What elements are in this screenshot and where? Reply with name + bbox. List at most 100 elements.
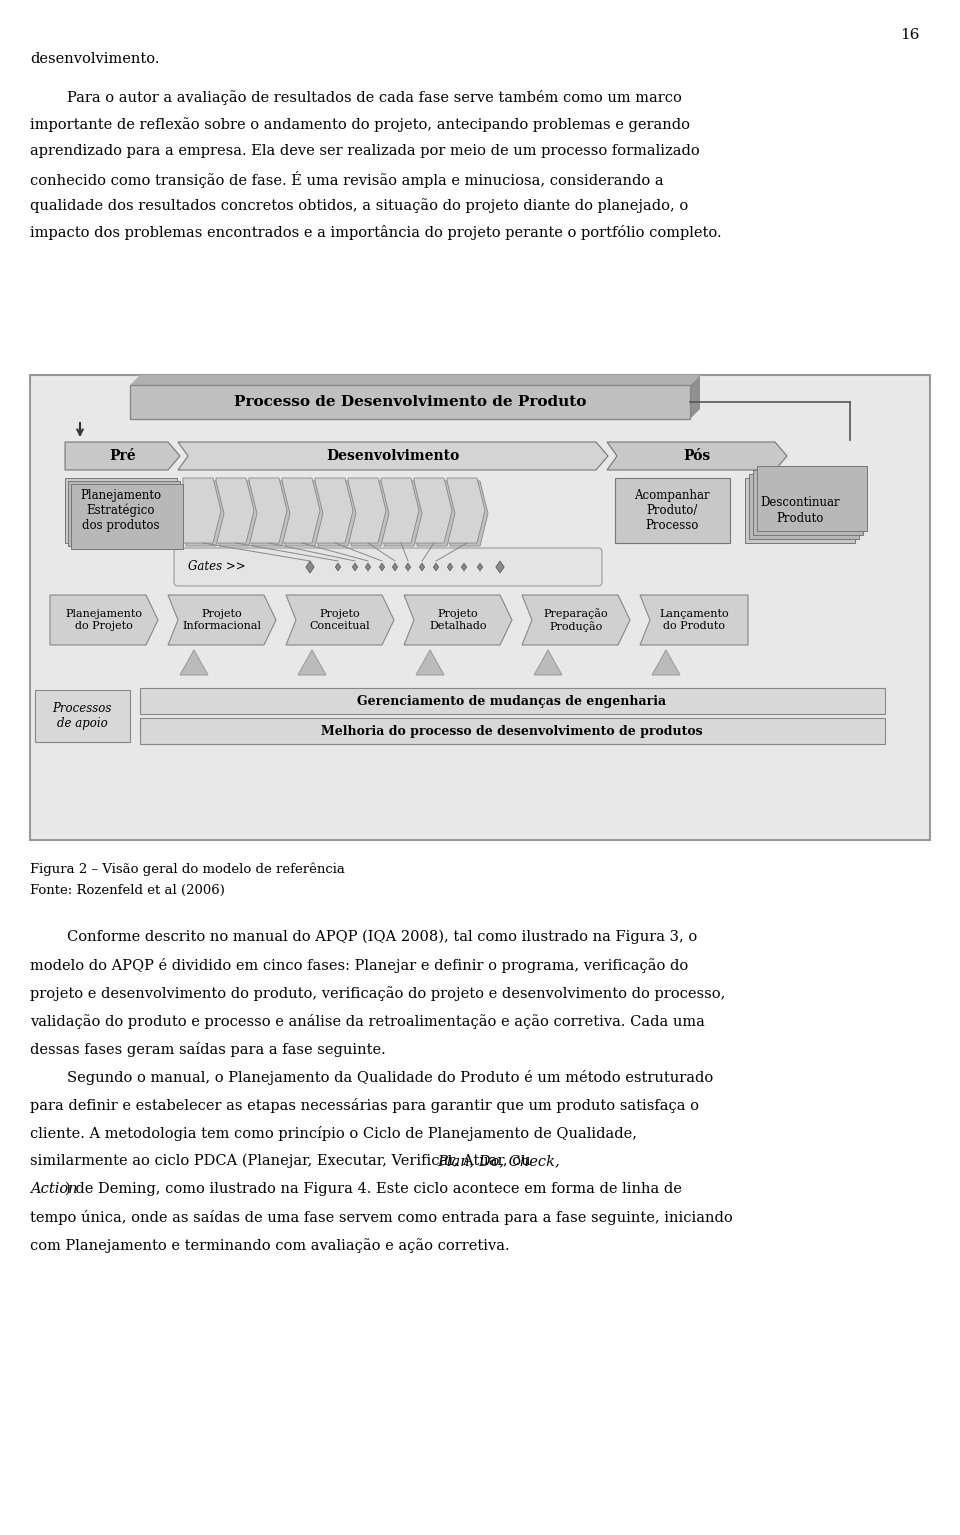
Polygon shape — [462, 563, 467, 571]
Text: ) de Deming, como ilustrado na Figura 4. Este ciclo acontece em forma de linha d: ) de Deming, como ilustrado na Figura 4.… — [65, 1182, 683, 1196]
Text: validação do produto e processo e análise da retroalimentação e ação corretiva. : validação do produto e processo e anális… — [30, 1015, 705, 1028]
Text: Gates >>: Gates >> — [188, 560, 246, 574]
Text: Lançamento
do Produto: Lançamento do Produto — [660, 609, 729, 631]
Polygon shape — [417, 480, 455, 546]
Text: Pós: Pós — [684, 450, 710, 464]
Polygon shape — [348, 477, 386, 543]
Polygon shape — [384, 480, 422, 546]
Text: impacto dos problemas encontrados e a importância do projeto perante o portfólio: impacto dos problemas encontrados e a im… — [30, 226, 722, 239]
Polygon shape — [690, 375, 700, 419]
Polygon shape — [534, 649, 562, 675]
Text: Descontinuar
Produto: Descontinuar Produto — [760, 496, 840, 525]
FancyBboxPatch shape — [68, 480, 180, 546]
Polygon shape — [306, 560, 314, 573]
Text: similarmente ao ciclo PDCA (Planejar, Executar, Verificar, Atuar, ou: similarmente ao ciclo PDCA (Planejar, Ex… — [30, 1154, 536, 1168]
Text: Acompanhar
Produto/
Processo: Acompanhar Produto/ Processo — [635, 490, 709, 533]
Polygon shape — [420, 563, 424, 571]
Polygon shape — [640, 596, 748, 645]
Text: conhecido como transição de fase. É uma revisão ampla e minuciosa, considerando : conhecido como transição de fase. É uma … — [30, 170, 663, 187]
Polygon shape — [315, 477, 353, 543]
Text: Gerenciamento de mudanças de engenharia: Gerenciamento de mudanças de engenharia — [357, 694, 666, 708]
Polygon shape — [404, 596, 512, 645]
Polygon shape — [130, 375, 700, 385]
Text: Conforme descrito no manual do APQP (IQA 2008), tal como ilustrado na Figura 3, : Conforme descrito no manual do APQP (IQA… — [30, 930, 697, 944]
Polygon shape — [379, 563, 385, 571]
Polygon shape — [607, 442, 787, 470]
Polygon shape — [186, 480, 224, 546]
Text: aprendizado para a empresa. Ela deve ser realizada por meio de um processo forma: aprendizado para a empresa. Ela deve ser… — [30, 144, 700, 158]
Polygon shape — [252, 480, 290, 546]
FancyBboxPatch shape — [174, 548, 602, 586]
Text: Pré: Pré — [109, 450, 135, 464]
Polygon shape — [285, 480, 323, 546]
FancyBboxPatch shape — [65, 477, 177, 543]
FancyBboxPatch shape — [745, 477, 855, 543]
Text: Processo de Desenvolvimento de Produto: Processo de Desenvolvimento de Produto — [234, 394, 587, 408]
Text: cliente. A metodologia tem como princípio o Ciclo de Planejamento de Qualidade,: cliente. A metodologia tem como princípi… — [30, 1127, 637, 1141]
FancyBboxPatch shape — [753, 470, 863, 536]
Text: Preparação
Produção: Preparação Produção — [543, 608, 609, 632]
FancyBboxPatch shape — [71, 484, 183, 550]
Text: Figura 2 – Visão geral do modelo de referência: Figura 2 – Visão geral do modelo de refe… — [30, 863, 345, 875]
Polygon shape — [416, 649, 444, 675]
Polygon shape — [393, 563, 397, 571]
Polygon shape — [414, 477, 452, 543]
Text: Processos
de apoio: Processos de apoio — [52, 701, 111, 731]
Text: tempo única, onde as saídas de uma fase servem como entrada para a fase seguinte: tempo única, onde as saídas de uma fase … — [30, 1210, 732, 1225]
Text: dessas fases geram saídas para a fase seguinte.: dessas fases geram saídas para a fase se… — [30, 1042, 386, 1058]
Text: Projeto
Informacional: Projeto Informacional — [182, 609, 261, 631]
Polygon shape — [249, 477, 287, 543]
Polygon shape — [495, 560, 504, 573]
FancyBboxPatch shape — [130, 385, 690, 419]
Polygon shape — [286, 596, 394, 645]
Polygon shape — [366, 563, 371, 571]
Text: Melhoria do processo de desenvolvimento de produtos: Melhoria do processo de desenvolvimento … — [322, 725, 703, 737]
Text: desenvolvimento.: desenvolvimento. — [30, 52, 159, 66]
FancyBboxPatch shape — [30, 375, 930, 840]
Text: com Planejamento e terminando com avaliação e ação corretiva.: com Planejamento e terminando com avalia… — [30, 1239, 510, 1253]
FancyBboxPatch shape — [35, 691, 130, 741]
FancyBboxPatch shape — [140, 718, 885, 744]
Polygon shape — [652, 649, 680, 675]
Text: Para o autor a avaliação de resultados de cada fase serve também como um marco: Para o autor a avaliação de resultados d… — [30, 91, 682, 104]
Polygon shape — [50, 596, 158, 645]
Text: 16: 16 — [900, 28, 920, 41]
Text: para definir e estabelecer as etapas necessárias para garantir que um produto sa: para definir e estabelecer as etapas nec… — [30, 1098, 699, 1113]
FancyBboxPatch shape — [140, 688, 885, 714]
Polygon shape — [447, 477, 485, 543]
Text: Projeto
Conceitual: Projeto Conceitual — [310, 609, 371, 631]
FancyBboxPatch shape — [749, 474, 859, 539]
FancyBboxPatch shape — [757, 467, 867, 531]
Text: Projeto
Detalhado: Projeto Detalhado — [429, 609, 487, 631]
Polygon shape — [522, 596, 630, 645]
Polygon shape — [318, 480, 356, 546]
Polygon shape — [351, 480, 389, 546]
Polygon shape — [447, 563, 453, 571]
Polygon shape — [352, 563, 358, 571]
Text: modelo do APQP é dividido em cinco fases: Planejar e definir o programa, verific: modelo do APQP é dividido em cinco fases… — [30, 958, 688, 973]
Text: projeto e desenvolvimento do produto, verificação do projeto e desenvolvimento d: projeto e desenvolvimento do produto, ve… — [30, 985, 726, 1001]
Text: Action: Action — [30, 1182, 78, 1196]
Polygon shape — [178, 442, 608, 470]
FancyBboxPatch shape — [615, 477, 730, 543]
Polygon shape — [405, 563, 411, 571]
Polygon shape — [298, 649, 326, 675]
Polygon shape — [216, 477, 254, 543]
Polygon shape — [433, 563, 439, 571]
Polygon shape — [282, 477, 320, 543]
Text: Planejamento
do Projeto: Planejamento do Projeto — [65, 609, 142, 631]
Text: qualidade dos resultados concretos obtidos, a situação do projeto diante do plan: qualidade dos resultados concretos obtid… — [30, 198, 688, 213]
Polygon shape — [180, 649, 208, 675]
Text: Planejamento
Estratégico
dos produtos: Planejamento Estratégico dos produtos — [81, 488, 161, 533]
Text: Desenvolvimento: Desenvolvimento — [326, 450, 460, 464]
Polygon shape — [168, 596, 276, 645]
Polygon shape — [450, 480, 488, 546]
Polygon shape — [381, 477, 419, 543]
Text: importante de reflexão sobre o andamento do projeto, antecipando problemas e ger: importante de reflexão sobre o andamento… — [30, 117, 690, 132]
Polygon shape — [65, 442, 180, 470]
Polygon shape — [183, 477, 221, 543]
Polygon shape — [477, 563, 483, 571]
Polygon shape — [219, 480, 257, 546]
Text: Segundo o manual, o Planejamento da Qualidade do Produto é um método estruturado: Segundo o manual, o Planejamento da Qual… — [30, 1070, 713, 1085]
Polygon shape — [335, 563, 341, 571]
